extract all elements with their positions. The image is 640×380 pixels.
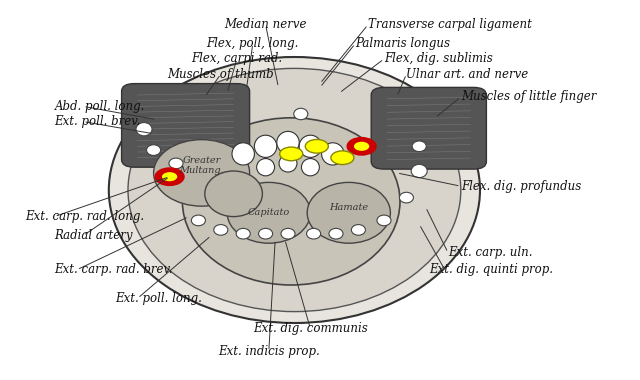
Ellipse shape [307, 228, 321, 239]
Circle shape [354, 142, 369, 151]
Text: Ext. poll. brev.: Ext. poll. brev. [54, 115, 141, 128]
Ellipse shape [294, 108, 308, 120]
Text: Ext. carp. rad. brev.: Ext. carp. rad. brev. [54, 263, 173, 276]
Ellipse shape [322, 143, 344, 165]
Text: Ulnar art. and nerve: Ulnar art. and nerve [406, 68, 529, 81]
Ellipse shape [214, 225, 228, 235]
Ellipse shape [236, 228, 250, 239]
Text: Ext. indicis prop.: Ext. indicis prop. [218, 345, 319, 358]
Ellipse shape [377, 215, 391, 226]
Text: Radial artery: Radial artery [54, 229, 133, 242]
Text: Flex, dig. sublimis: Flex, dig. sublimis [384, 52, 493, 65]
Circle shape [348, 138, 376, 155]
Text: Flex. dig. profundus: Flex. dig. profundus [461, 180, 581, 193]
Text: Palmaris longus: Palmaris longus [355, 37, 450, 50]
Ellipse shape [279, 155, 297, 172]
Ellipse shape [136, 122, 152, 136]
Text: Median nerve: Median nerve [225, 18, 307, 31]
Circle shape [280, 147, 303, 161]
Text: Transverse carpal ligament: Transverse carpal ligament [368, 18, 532, 31]
Ellipse shape [259, 228, 273, 239]
Circle shape [331, 151, 354, 165]
Ellipse shape [300, 135, 321, 157]
Text: Muscles of thumb: Muscles of thumb [168, 68, 274, 81]
Ellipse shape [351, 225, 365, 235]
Ellipse shape [254, 135, 276, 157]
Ellipse shape [301, 158, 319, 176]
Ellipse shape [307, 182, 390, 243]
Text: Abd. poll. long.: Abd. poll. long. [54, 100, 145, 113]
Ellipse shape [329, 228, 343, 239]
FancyBboxPatch shape [122, 84, 250, 167]
Text: Ext. dig. communis: Ext. dig. communis [253, 322, 368, 335]
FancyBboxPatch shape [371, 87, 486, 169]
Text: Flex, carpi rad.: Flex, carpi rad. [191, 52, 282, 65]
Text: Ext. carp. rad. long.: Ext. carp. rad. long. [26, 210, 145, 223]
Ellipse shape [169, 158, 183, 169]
Ellipse shape [232, 143, 254, 165]
Ellipse shape [227, 182, 310, 243]
Ellipse shape [277, 131, 300, 154]
Text: Ext. poll. long.: Ext. poll. long. [115, 292, 202, 305]
Circle shape [156, 168, 184, 185]
Ellipse shape [257, 158, 275, 176]
Circle shape [162, 172, 177, 181]
Ellipse shape [154, 139, 250, 206]
Text: Ext. dig. quinti prop.: Ext. dig. quinti prop. [429, 263, 553, 276]
Text: Capitato: Capitato [248, 208, 290, 217]
Ellipse shape [128, 68, 461, 312]
Ellipse shape [182, 118, 400, 285]
Ellipse shape [191, 215, 205, 226]
Circle shape [305, 139, 328, 153]
Ellipse shape [399, 192, 413, 203]
Text: Ext. carp. uln.: Ext. carp. uln. [448, 246, 532, 259]
Ellipse shape [281, 228, 295, 239]
Ellipse shape [147, 145, 161, 155]
Ellipse shape [412, 141, 426, 152]
Text: Muscles of little finger: Muscles of little finger [461, 90, 596, 103]
Ellipse shape [205, 171, 262, 217]
Ellipse shape [109, 57, 480, 323]
Text: Greater
Multang.: Greater Multang. [179, 155, 224, 175]
Ellipse shape [412, 164, 428, 177]
Text: Flex, poll, long.: Flex, poll, long. [207, 37, 299, 50]
Text: Hamate: Hamate [329, 203, 369, 212]
